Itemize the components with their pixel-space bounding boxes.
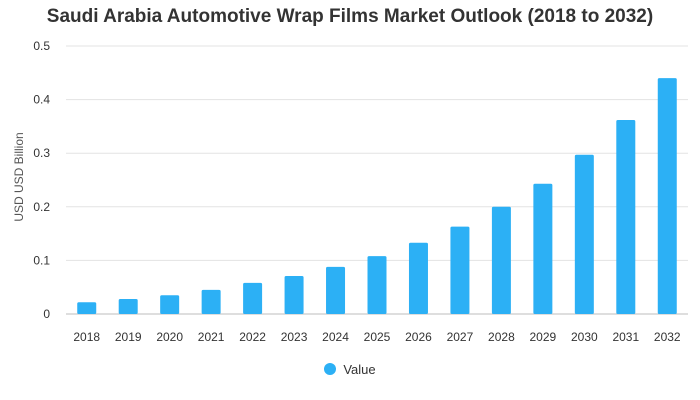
legend-swatch — [324, 363, 337, 375]
x-tick-label: 2023 — [281, 330, 308, 344]
x-tick-label: 2029 — [530, 330, 557, 344]
x-tick-label: 2024 — [322, 330, 349, 344]
x-tick-label: 2020 — [156, 330, 183, 344]
bar[interactable] — [326, 266, 346, 314]
bar[interactable] — [77, 302, 97, 314]
x-tick-label: 2018 — [73, 330, 100, 344]
x-tick-label: 2031 — [612, 330, 639, 344]
bar[interactable] — [160, 295, 180, 314]
y-tick-label: 0 — [43, 307, 50, 321]
x-tick-label: 2032 — [654, 330, 681, 344]
x-tick-label: 2028 — [488, 330, 515, 344]
x-tick-label: 2021 — [198, 330, 225, 344]
y-tick-label: 0.4 — [33, 93, 50, 107]
bar[interactable] — [533, 183, 553, 314]
bar[interactable] — [284, 275, 304, 314]
legend[interactable]: Value — [0, 362, 700, 377]
y-tick-label: 0.2 — [33, 200, 50, 214]
legend-label: Value — [343, 362, 376, 377]
y-tick-label: 0.5 — [33, 39, 50, 53]
x-tick-label: 2025 — [364, 330, 391, 344]
y-tick-label: 0.3 — [33, 146, 50, 160]
bar[interactable] — [367, 256, 387, 314]
bar[interactable] — [657, 78, 677, 314]
x-tick-label: 2026 — [405, 330, 432, 344]
bar[interactable] — [491, 206, 511, 314]
x-tick-label: 2027 — [447, 330, 474, 344]
chart-title: Saudi Arabia Automotive Wrap Films Marke… — [46, 6, 654, 27]
bar[interactable] — [574, 154, 594, 314]
y-tick-label: 0.1 — [33, 253, 50, 267]
bar[interactable] — [616, 119, 636, 314]
y-axis-title: USD USD Billion — [12, 132, 26, 221]
x-tick-label: 2022 — [239, 330, 266, 344]
x-tick-label: 2030 — [571, 330, 598, 344]
bar[interactable] — [408, 242, 428, 314]
bar[interactable] — [201, 289, 221, 314]
bar[interactable] — [118, 298, 138, 314]
bar[interactable] — [450, 226, 470, 314]
bar[interactable] — [243, 282, 263, 314]
x-tick-label: 2019 — [115, 330, 142, 344]
